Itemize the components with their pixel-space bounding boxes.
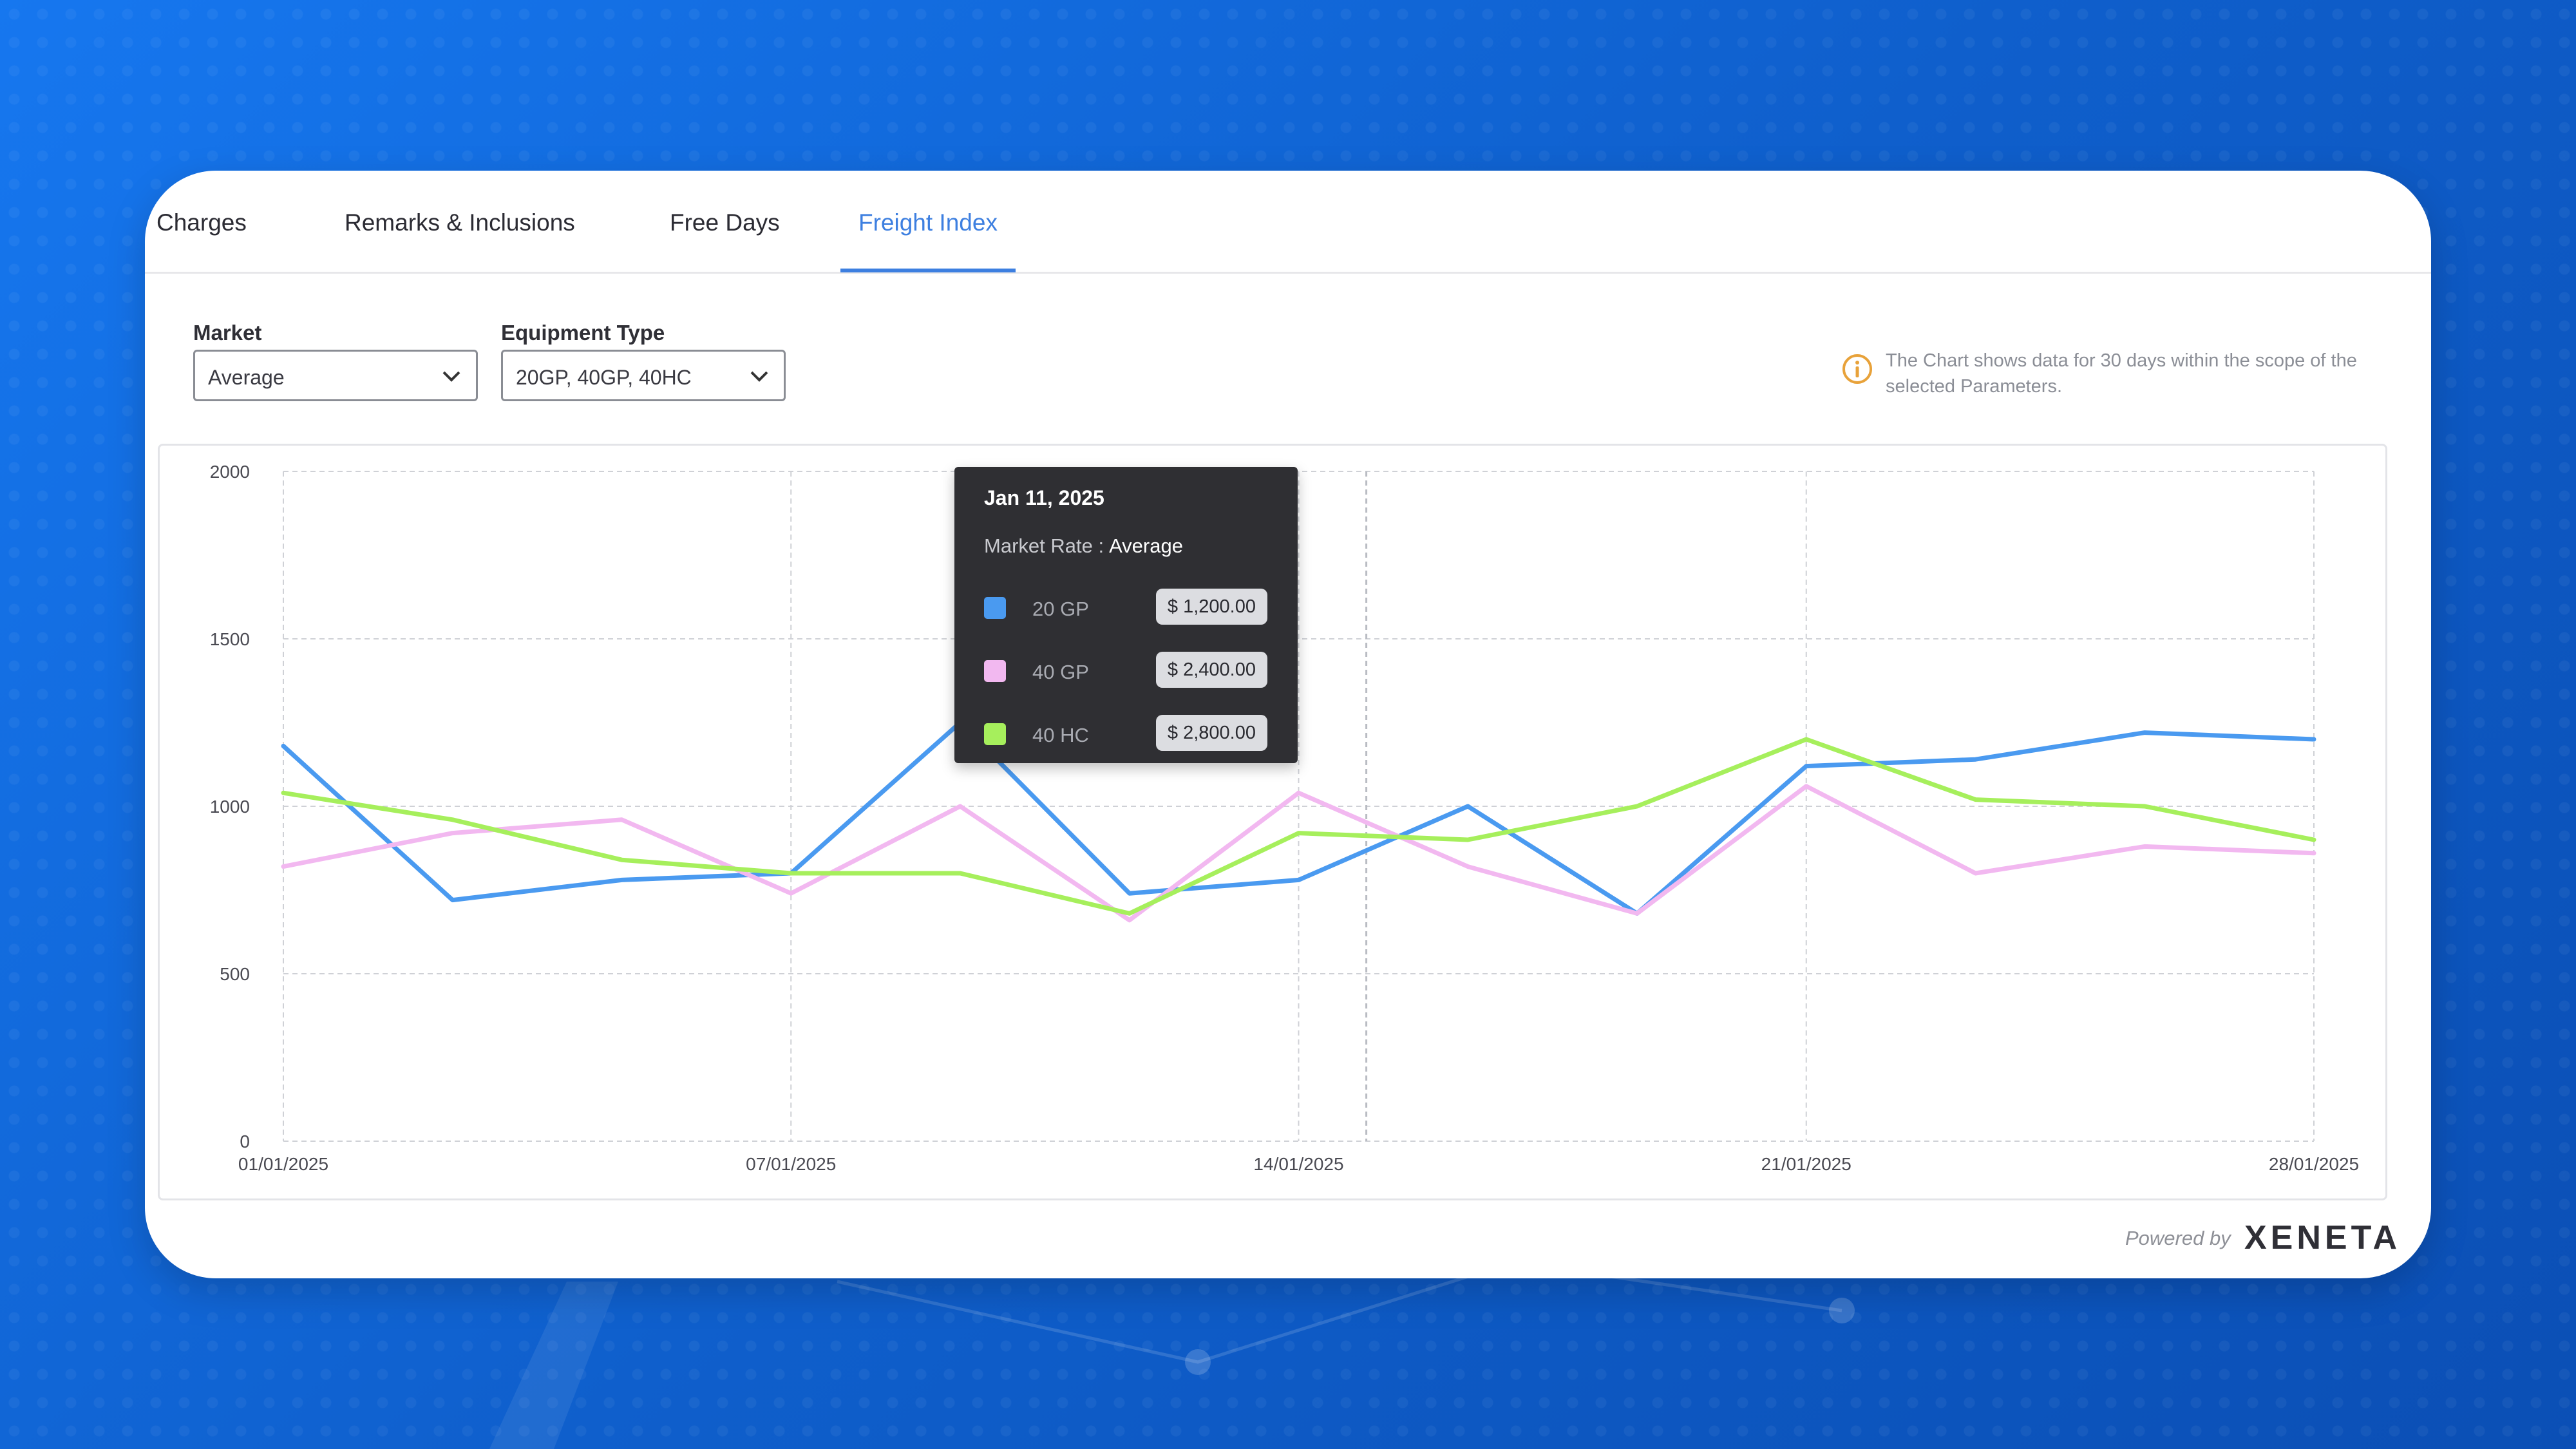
tooltip-row-40hc: 40 HC $ 2,800.00	[984, 714, 1267, 752]
tab-remarks-inclusions[interactable]: Remarks & Inclusions	[345, 209, 575, 236]
x-tick-label: 28/01/2025	[2269, 1154, 2359, 1174]
active-tab-indicator	[840, 269, 1016, 272]
market-label: Market	[193, 321, 262, 345]
equipment-select-value: 20GP, 40GP, 40HC	[516, 366, 692, 389]
x-tick-label: 21/01/2025	[1761, 1154, 1852, 1174]
market-select[interactable]: Average	[193, 350, 478, 401]
equipment-type-label: Equipment Type	[501, 321, 665, 345]
equipment-type-select[interactable]: 20GP, 40GP, 40HC	[501, 350, 786, 401]
tooltip-date: Jan 11, 2025	[984, 486, 1104, 509]
y-tick-label: 1500	[210, 629, 250, 649]
tooltip-row-40gp: 40 GP $ 2,400.00	[984, 650, 1267, 689]
tooltip-market-rate-label: Market Rate :	[984, 535, 1104, 557]
x-tick-label: 01/01/2025	[238, 1154, 328, 1174]
y-tick-label: 500	[220, 964, 250, 984]
tab-free-days[interactable]: Free Days	[670, 209, 780, 236]
series-swatch-20gp	[984, 597, 1006, 619]
line-chart[interactable]: 0 500 1000 1500 2000 01/01/2025 07/01/2025 14/0…	[160, 446, 2389, 1202]
tooltip-series-name: 40 HC	[1032, 724, 1089, 746]
xeneta-logo: XENETA	[2244, 1219, 2401, 1256]
tab-charges[interactable]: Charges	[156, 209, 247, 236]
y-tick-label: 2000	[210, 462, 250, 482]
tab-bar: Charges Remarks & Inclusions Free Days F…	[145, 171, 2431, 274]
tooltip-series-value: $ 2,800.00	[1155, 715, 1267, 751]
tooltip-row-20gp: 20 GP $ 1,200.00	[984, 587, 1267, 626]
series-swatch-40gp	[984, 660, 1006, 682]
tooltip-series-name: 40 GP	[1032, 661, 1089, 683]
chevron-down-icon	[750, 371, 768, 382]
y-tick-label: 1000	[210, 797, 250, 817]
x-tick-label: 07/01/2025	[746, 1154, 836, 1174]
tooltip-series-name: 20 GP	[1032, 598, 1089, 620]
x-tick-label: 14/01/2025	[1253, 1154, 1343, 1174]
series-line-40gp	[281, 784, 2316, 923]
chevron-down-icon	[442, 371, 460, 382]
rates-card: Charges Remarks & Inclusions Free Days F…	[145, 171, 2431, 1278]
series-line-20gp	[281, 720, 2316, 916]
series-swatch-40hc	[984, 723, 1006, 745]
tooltip-market-rate: Market Rate : Average	[984, 535, 1183, 558]
series-line-40hc	[281, 737, 2316, 916]
market-select-value: Average	[208, 366, 285, 389]
tooltip-market-rate-value: Average	[1109, 535, 1183, 557]
tooltip-series-value: $ 1,200.00	[1155, 589, 1267, 625]
info-circle-icon	[1842, 354, 1872, 384]
tooltip-series-value: $ 2,400.00	[1155, 652, 1267, 688]
y-tick-label: 0	[240, 1132, 250, 1151]
info-text: The Chart shows data for 30 days within …	[1886, 350, 2357, 397]
tab-freight-index[interactable]: Freight Index	[858, 209, 998, 236]
powered-by-text: Powered by	[2125, 1227, 2231, 1249]
chart-tooltip: Jan 11, 2025 Market Rate : Average 20 GP …	[954, 467, 1298, 763]
